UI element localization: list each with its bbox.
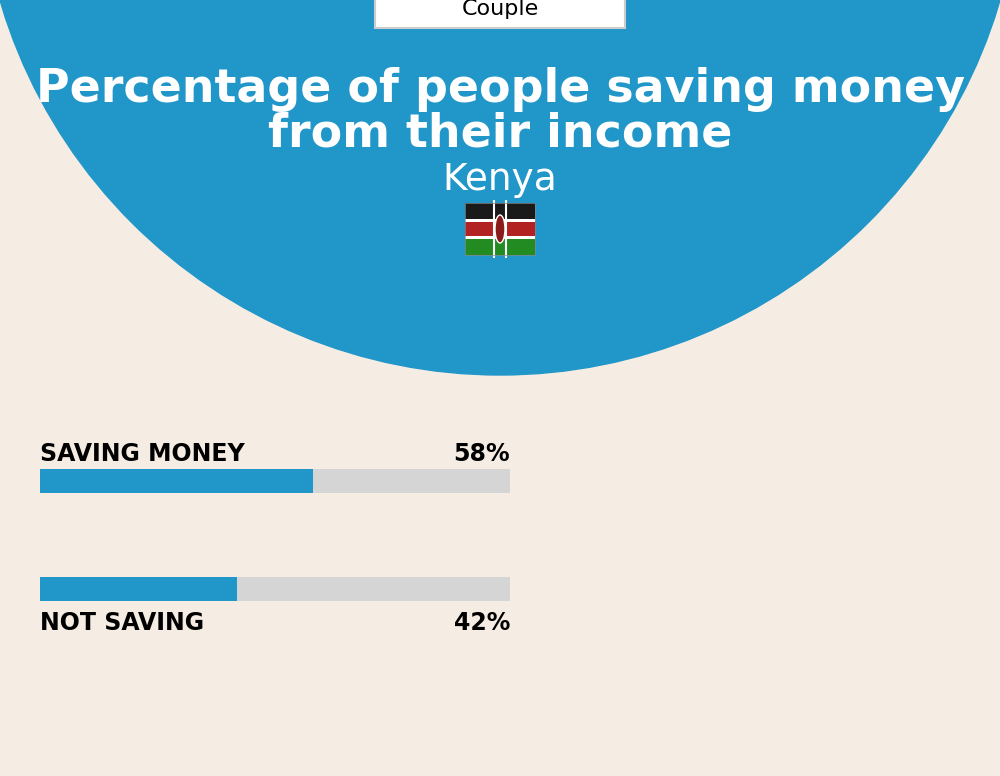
- Text: SAVING MONEY: SAVING MONEY: [40, 442, 245, 466]
- Bar: [465, 236, 535, 239]
- Text: Couple: Couple: [461, 0, 539, 19]
- Bar: [465, 219, 535, 222]
- Bar: [40, 577, 510, 601]
- Bar: [40, 469, 313, 493]
- Bar: [40, 577, 237, 601]
- Bar: [465, 203, 535, 220]
- Text: 42%: 42%: [454, 611, 510, 635]
- Bar: [465, 220, 535, 237]
- Text: 58%: 58%: [453, 442, 510, 466]
- Ellipse shape: [495, 215, 505, 243]
- Bar: [465, 237, 535, 255]
- FancyBboxPatch shape: [375, 0, 625, 28]
- Bar: [40, 469, 510, 493]
- Text: NOT SAVING: NOT SAVING: [40, 611, 204, 635]
- Bar: [465, 203, 535, 255]
- Circle shape: [0, 0, 1000, 375]
- Text: from their income: from their income: [268, 112, 732, 157]
- Text: Percentage of people saving money: Percentage of people saving money: [36, 68, 964, 113]
- Text: Kenya: Kenya: [443, 162, 557, 198]
